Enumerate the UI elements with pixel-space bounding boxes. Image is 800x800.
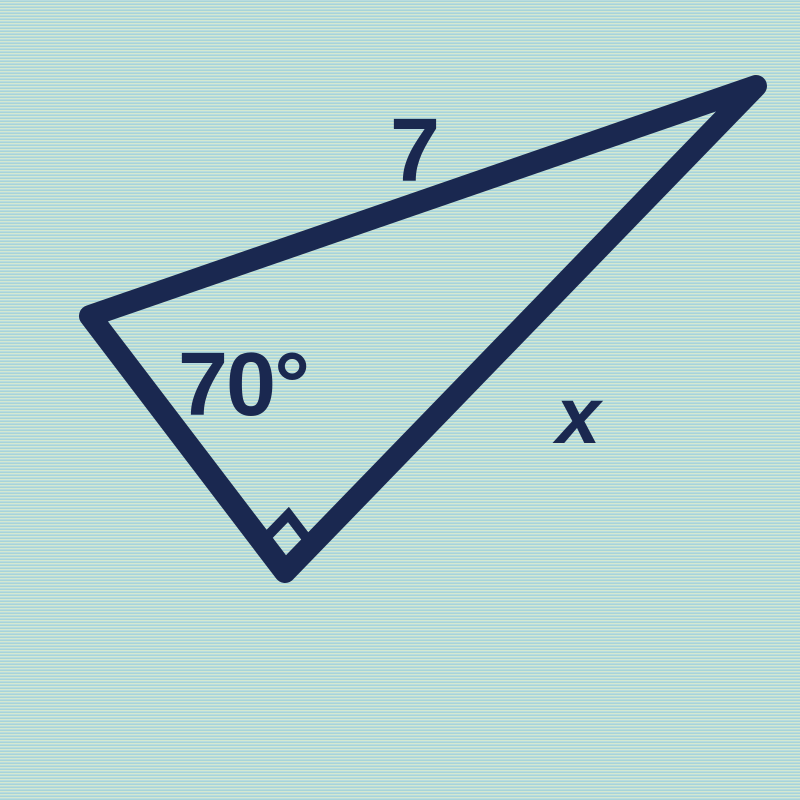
hypotenuse-label: 7 bbox=[390, 100, 438, 203]
angle-label: 70° bbox=[178, 334, 308, 437]
right-angle-marker bbox=[262, 514, 311, 544]
side-x-label: x bbox=[556, 370, 599, 462]
triangle-diagram: 7 70° x bbox=[0, 0, 800, 800]
